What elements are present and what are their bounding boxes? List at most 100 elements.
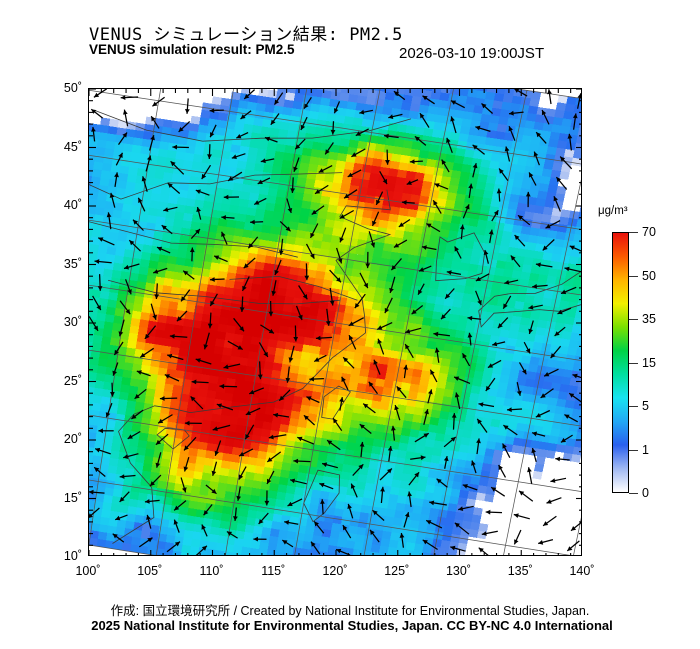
concentration-cell bbox=[473, 105, 484, 114]
concentration-cell bbox=[156, 208, 167, 218]
concentration-cell bbox=[542, 206, 554, 216]
concentration-cell bbox=[290, 410, 301, 420]
wind-arrow bbox=[531, 431, 546, 437]
concentration-cell bbox=[455, 284, 466, 294]
concentration-cell bbox=[499, 329, 510, 338]
wind-arrow bbox=[525, 191, 531, 208]
concentration-cell bbox=[113, 428, 123, 438]
wind-arrow bbox=[401, 200, 415, 205]
concentration-cell bbox=[137, 326, 148, 336]
concentration-cell bbox=[244, 524, 255, 534]
concentration-cell bbox=[402, 420, 413, 429]
concentration-cell bbox=[465, 323, 476, 333]
concentration-cell bbox=[581, 281, 582, 290]
concentration-cell bbox=[134, 182, 145, 192]
concentration-cell bbox=[344, 449, 355, 458]
concentration-cell bbox=[237, 515, 248, 525]
concentration-cell bbox=[558, 345, 569, 355]
concentration-cell bbox=[463, 467, 474, 477]
concentration-cell bbox=[254, 261, 265, 271]
wind-arrow bbox=[303, 96, 312, 109]
concentration-cell bbox=[264, 406, 275, 416]
wind-arrow bbox=[212, 424, 231, 431]
wind-arrow bbox=[297, 436, 315, 445]
concentration-cell bbox=[219, 157, 230, 167]
concentration-cell bbox=[154, 276, 165, 286]
concentration-cell bbox=[537, 403, 548, 412]
concentration-cell bbox=[106, 532, 116, 542]
wind-arrow bbox=[257, 361, 263, 380]
concentration-cell bbox=[411, 186, 422, 196]
wind-arrow bbox=[376, 322, 393, 330]
wind-arrow bbox=[144, 499, 160, 504]
concentration-cell bbox=[249, 238, 260, 247]
concentration-cell bbox=[96, 312, 106, 322]
concentration-cell bbox=[449, 495, 459, 505]
concentration-cell bbox=[450, 443, 461, 452]
concentration-cell bbox=[321, 332, 332, 341]
wind-arrow bbox=[572, 113, 578, 130]
concentration-cell bbox=[426, 204, 437, 213]
concentration-cell bbox=[210, 473, 220, 483]
concentration-cell bbox=[248, 192, 259, 202]
concentration-cell bbox=[130, 152, 141, 161]
concentration-cell bbox=[537, 448, 548, 458]
concentration-cell bbox=[306, 171, 317, 180]
wind-arrow bbox=[478, 402, 495, 408]
concentration-cell bbox=[504, 390, 515, 400]
wind-arrow bbox=[560, 286, 577, 295]
concentration-cell bbox=[89, 424, 98, 434]
concentration-cell bbox=[277, 181, 288, 191]
concentration-cell bbox=[275, 446, 286, 455]
concentration-cell bbox=[364, 338, 375, 348]
concentration-cell bbox=[127, 340, 137, 349]
concentration-cell bbox=[369, 172, 380, 182]
concentration-cell bbox=[547, 313, 558, 323]
concentration-cell bbox=[104, 261, 114, 270]
concentration-cell bbox=[221, 407, 231, 417]
concentration-cell bbox=[204, 140, 215, 150]
wind-arrow bbox=[497, 317, 509, 329]
concentration-cell bbox=[246, 260, 256, 269]
concentration-cell bbox=[181, 167, 192, 176]
concentration-cell bbox=[304, 132, 315, 142]
concentration-cell bbox=[416, 346, 427, 356]
concentration-cell bbox=[555, 360, 566, 370]
concentration-cell bbox=[381, 530, 392, 540]
concentration-cell bbox=[359, 224, 370, 234]
concentration-cell bbox=[374, 287, 385, 296]
concentration-cell bbox=[322, 279, 333, 289]
concentration-cell bbox=[364, 482, 375, 492]
concentration-cell bbox=[235, 530, 245, 540]
concentration-cell bbox=[150, 192, 161, 202]
concentration-cell bbox=[118, 172, 129, 182]
concentration-cell bbox=[304, 329, 315, 339]
concentration-cell bbox=[540, 434, 551, 443]
concentration-cell bbox=[313, 429, 323, 438]
concentration-cell bbox=[566, 308, 577, 318]
wind-arrow bbox=[476, 418, 488, 433]
concentration-cell bbox=[367, 513, 378, 523]
concentration-cell bbox=[215, 338, 225, 348]
concentration-cell bbox=[442, 123, 453, 132]
concentration-cell bbox=[447, 366, 458, 376]
concentration-cell bbox=[564, 149, 575, 158]
concentration-cell bbox=[405, 216, 416, 225]
concentration-cell bbox=[277, 537, 287, 546]
concentration-cell bbox=[244, 267, 255, 277]
concentration-cell bbox=[458, 178, 469, 188]
concentration-cell bbox=[474, 454, 485, 463]
concentration-cell bbox=[217, 323, 228, 333]
concentration-cell bbox=[222, 188, 233, 198]
concentration-cell bbox=[323, 272, 334, 281]
concentration-cell bbox=[433, 394, 444, 404]
concentration-cell bbox=[249, 291, 260, 300]
wind-arrow bbox=[289, 478, 307, 485]
wind-arrow bbox=[472, 163, 478, 178]
wind-arrow bbox=[343, 189, 358, 199]
concentration-cell bbox=[490, 198, 501, 208]
concentration-cell bbox=[90, 236, 101, 246]
concentration-cell bbox=[423, 355, 434, 365]
concentration-cell bbox=[114, 194, 125, 204]
wind-arrow bbox=[432, 199, 442, 214]
